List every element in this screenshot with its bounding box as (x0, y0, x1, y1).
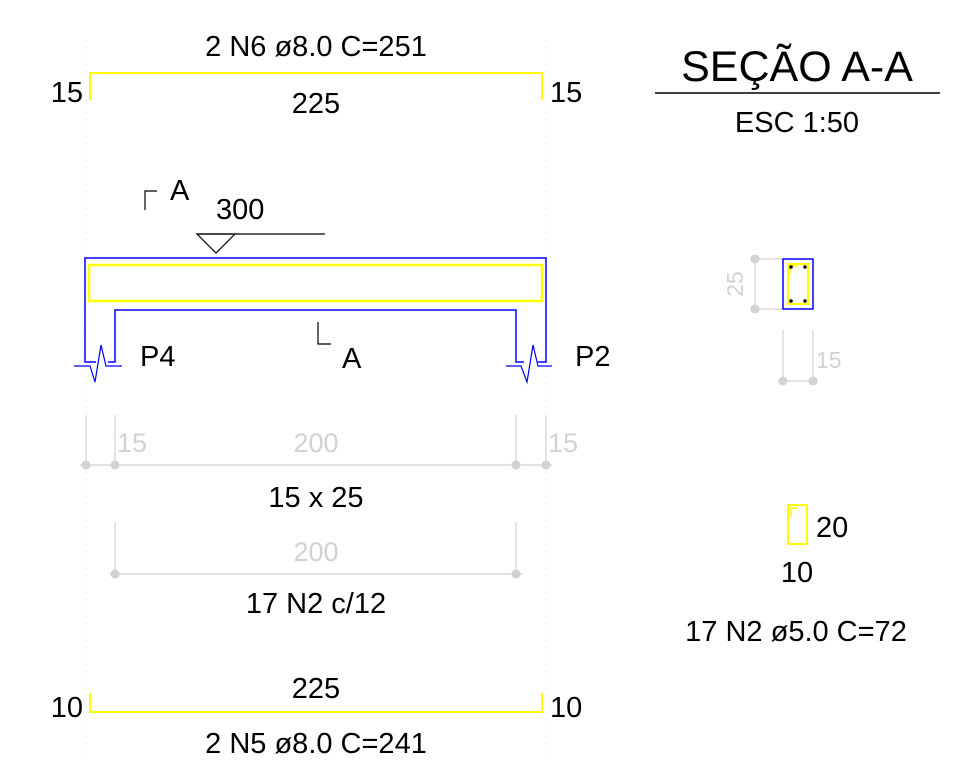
top-rebar-label: 2 N6 ø8.0 C=251 (205, 31, 427, 63)
dimension-chain (80, 415, 552, 466)
support-right-label: P2 (575, 341, 610, 373)
section-height-dimension: 25 (722, 271, 748, 297)
bottom-rebar-label: 2 N5 ø8.0 C=241 (205, 728, 427, 760)
section-stirrup-outline (787, 263, 809, 305)
bottom-rebar-hook-left: 10 (51, 692, 83, 724)
stirrup-label: 17 N2 ø5.0 C=72 (685, 616, 907, 648)
support-left-label: P4 (140, 341, 175, 373)
top-rebar-length: 225 (292, 88, 340, 120)
bottom-rebar-shape (89, 693, 543, 713)
section-cut-mark-top: A (144, 175, 190, 210)
stirrup-dimension (110, 522, 522, 575)
section-concrete-outline (782, 258, 814, 310)
bottom-rebar-length: 225 (292, 673, 340, 705)
level-triangle-icon (195, 233, 237, 254)
construction-lines (85, 40, 547, 755)
bottom-rebar: 225 10 10 2 N5 ø8.0 C=241 (51, 673, 583, 760)
section-width-dimension: 15 (816, 347, 842, 373)
stirrup-detail: 20 10 17 N2 ø5.0 C=72 (685, 504, 907, 648)
stirrup-spacing-label: 17 N2 c/12 (246, 588, 386, 620)
top-rebar: 2 N6 ø8.0 C=251 225 15 15 (51, 31, 583, 120)
stirrup-shape (787, 504, 808, 545)
stirrup-dimension-ticks (110, 569, 521, 579)
dimension-ticks (81, 460, 551, 470)
section-cut-mark-bottom: A (317, 322, 362, 375)
section-scale: ESC 1:50 (735, 107, 859, 139)
cross-section-detail: 25 15 (722, 254, 842, 386)
top-rebar-shape (89, 72, 543, 100)
stirrup-height: 20 (816, 512, 848, 544)
section-cut-label-top: A (170, 175, 190, 207)
stirrup-dimension-value: 200 (293, 537, 338, 567)
top-rebar-hook-left: 15 (51, 77, 83, 109)
beam-soffit (108, 309, 524, 363)
dimension-right-support: 15 (548, 428, 578, 458)
stirrup-width: 10 (781, 557, 813, 589)
dimension-left-support: 15 (117, 428, 147, 458)
section-title-block: SEÇÃO A-A ESC 1:50 (655, 43, 940, 139)
level-value: 300 (216, 194, 264, 226)
dimension-span: 200 (293, 428, 338, 458)
left-break-line (74, 344, 122, 383)
beam-outline (84, 257, 547, 363)
beam-rebar-outline (87, 263, 544, 303)
beam-elevation: P4 P2 (74, 257, 610, 385)
right-break-line (506, 344, 552, 385)
section-title: SEÇÃO A-A (681, 43, 913, 91)
beam-size-label: 15 x 25 (268, 482, 363, 514)
section-cut-label-bottom: A (342, 343, 362, 375)
top-rebar-hook-right: 15 (550, 77, 582, 109)
bottom-rebar-hook-right: 10 (550, 692, 582, 724)
level-marker: 300 (195, 194, 325, 254)
